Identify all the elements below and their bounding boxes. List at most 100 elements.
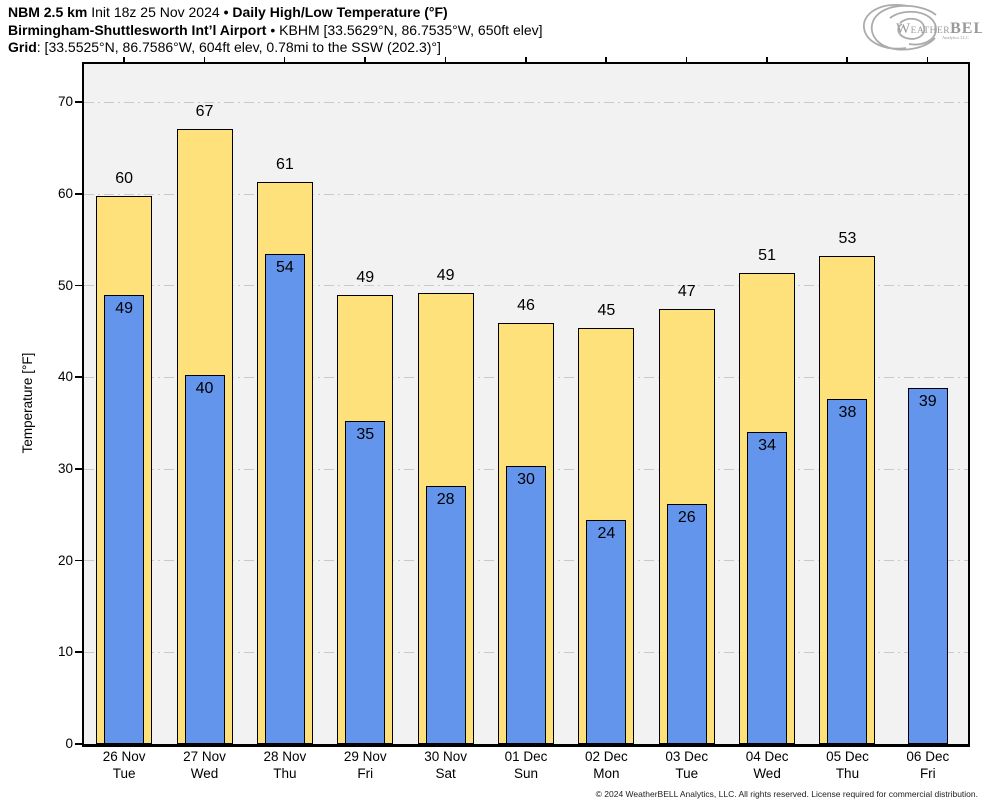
low-value-label: 40	[195, 379, 214, 397]
y-tick-label: 10	[57, 644, 73, 660]
x-tick-day: Thu	[835, 766, 860, 781]
x-tick-label: 04 Dec Wed	[722, 748, 812, 782]
low-value-label: 34	[758, 437, 776, 455]
grid-label: Grid	[8, 39, 37, 55]
y-axis-tick	[75, 651, 82, 653]
grid-line	[84, 193, 968, 195]
station-meta: KBHM [33.5629°N, 86.7535°W, 650ft elev]	[279, 21, 543, 38]
header-line-2: Birmingham-Shuttlesworth Int’l Airport •…	[8, 22, 543, 40]
x-axis-top-tick	[766, 57, 768, 62]
chart-title: Daily High/Low Temperature (°F)	[232, 4, 448, 20]
x-tick-day: Fri	[357, 766, 374, 781]
low-bar	[104, 294, 145, 744]
x-tick-date: 27 Nov	[183, 749, 226, 764]
x-tick-date: 04 Dec	[745, 749, 789, 764]
x-tick-label: 28 Nov Thu	[240, 748, 330, 782]
init-time: Init 18z 25 Nov 2024	[87, 4, 224, 20]
low-value-label: 26	[677, 508, 696, 526]
x-axis-top-tick	[846, 57, 848, 62]
low-bar	[586, 520, 627, 744]
header-line-3: Grid: [33.5525°N, 86.7586°W, 604ft elev,…	[8, 39, 543, 57]
x-tick-date: 01 Dec	[504, 749, 548, 764]
y-axis-title: Temperature [°F]	[20, 352, 35, 454]
copyright-notice: © 2024 WeatherBELL Analytics, LLC. All r…	[595, 789, 978, 799]
x-axis-top-tick	[605, 57, 607, 62]
x-tick-label: 30 Nov Sat	[401, 748, 491, 782]
low-value-label: 38	[838, 403, 857, 421]
bullet-separator: •	[266, 21, 280, 38]
y-tick-label: 50	[57, 277, 73, 293]
x-tick-label: 01 Dec Sun	[481, 748, 571, 782]
logo-subtext: Analytics LLC	[942, 35, 969, 40]
y-tick-label: 30	[57, 461, 73, 477]
low-bar	[264, 253, 305, 744]
x-axis-top-tick	[525, 57, 527, 62]
x-tick-date: 03 Dec	[665, 749, 709, 764]
low-value-label: 24	[597, 525, 616, 543]
high-value-label: 45	[597, 301, 616, 319]
low-value-label: 39	[918, 392, 937, 410]
x-axis-top-tick	[283, 57, 286, 62]
low-value-label: 30	[517, 471, 535, 489]
x-axis-top-tick	[123, 57, 125, 62]
y-axis-tick	[75, 284, 82, 287]
low-bar	[747, 432, 788, 744]
low-bar	[184, 374, 225, 744]
model-name: NBM 2.5 km	[8, 4, 88, 20]
plot-area: 60 49 67 40 61 54 49 35 49 28 46 30 45 24 47 26 51 34 53 38…	[82, 62, 970, 747]
high-value-label: 49	[356, 268, 375, 286]
weatherbell-logo: WEATHERBELL Analytics LLC	[863, 4, 982, 51]
x-tick-date: 29 Nov	[343, 749, 387, 764]
y-tick-label: 70	[57, 94, 73, 110]
y-axis-tick	[75, 193, 82, 195]
low-bar	[425, 485, 466, 744]
y-tick-label: 0	[65, 736, 73, 751]
y-axis-tick	[75, 468, 82, 470]
low-bar	[666, 503, 707, 744]
x-tick-day: Fri	[919, 766, 936, 781]
x-tick-date: 06 Dec	[906, 749, 950, 764]
y-axis-tick	[75, 101, 82, 103]
low-bar	[506, 466, 546, 744]
high-value-label: 61	[276, 156, 294, 174]
low-value-label: 28	[436, 490, 455, 508]
grid-line	[84, 285, 968, 287]
x-tick-date: 28 Nov	[263, 749, 307, 764]
low-bar	[345, 421, 386, 744]
x-tick-day: Tue	[112, 766, 136, 781]
x-tick-label: 05 Dec Thu	[802, 748, 892, 782]
low-value-label: 54	[276, 258, 294, 276]
x-tick-day: Sat	[435, 766, 456, 781]
high-value-label: 51	[758, 246, 776, 264]
high-value-label: 53	[838, 229, 857, 247]
x-tick-label: 06 Dec Fri	[883, 748, 973, 782]
bullet-separator: •	[223, 4, 233, 20]
x-tick-label: 02 Dec Mon	[561, 748, 651, 782]
high-value-label: 67	[195, 103, 214, 121]
header-line-1: NBM 2.5 km Init 18z 25 Nov 2024 • Daily …	[8, 4, 543, 22]
x-tick-day: Tue	[675, 766, 699, 781]
station-name: Birmingham-Shuttlesworth Int’l Airport	[8, 21, 267, 38]
x-axis-top-tick	[203, 57, 206, 62]
low-bar	[907, 387, 948, 744]
x-tick-day: Wed	[190, 766, 219, 781]
chart-header: NBM 2.5 km Init 18z 25 Nov 2024 • Daily …	[8, 4, 543, 57]
x-tick-label: 26 Nov Tue	[79, 748, 169, 782]
y-tick-label: 60	[57, 186, 73, 202]
x-tick-date: 02 Dec	[584, 749, 628, 764]
high-value-label: 47	[677, 282, 696, 300]
x-tick-date: 30 Nov	[424, 749, 468, 764]
x-tick-date: 05 Dec	[826, 749, 869, 764]
high-value-label: 46	[517, 297, 535, 315]
x-axis-top-tick	[364, 57, 366, 62]
x-tick-label: 29 Nov Fri	[320, 748, 410, 782]
logo-wordmark: WEATHERBELL	[896, 20, 982, 37]
grid-meta: : [33.5525°N, 86.7586°W, 604ft elev, 0.7…	[36, 39, 441, 55]
y-tick-label: 20	[57, 552, 73, 568]
x-axis-top-tick	[685, 57, 688, 62]
high-value-label: 49	[436, 267, 455, 285]
grid-line	[84, 101, 968, 103]
x-tick-day: Wed	[753, 766, 781, 781]
x-tick-day: Sun	[513, 766, 539, 781]
low-bar	[827, 398, 868, 744]
